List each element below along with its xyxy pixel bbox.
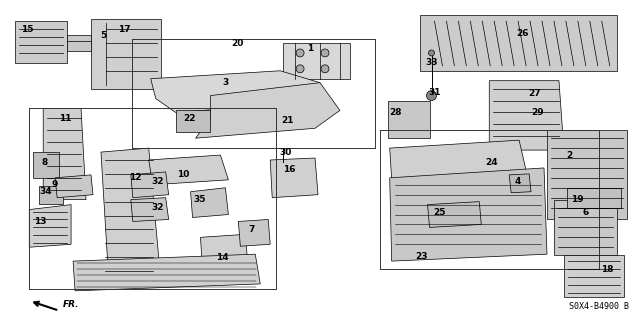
Text: 26: 26 — [516, 28, 528, 38]
Text: 11: 11 — [59, 114, 71, 123]
Text: 30: 30 — [279, 148, 292, 156]
Circle shape — [427, 91, 436, 100]
Polygon shape — [43, 108, 86, 200]
Polygon shape — [283, 43, 350, 79]
Text: 7: 7 — [248, 225, 255, 234]
Text: 2: 2 — [566, 150, 572, 160]
Circle shape — [321, 65, 329, 73]
Text: 27: 27 — [529, 89, 542, 98]
Circle shape — [296, 65, 304, 73]
Text: 24: 24 — [485, 158, 498, 167]
Polygon shape — [73, 254, 260, 291]
Text: 8: 8 — [41, 158, 47, 167]
Polygon shape — [509, 174, 531, 193]
Text: FR.: FR. — [63, 300, 80, 309]
Polygon shape — [489, 81, 564, 150]
Polygon shape — [131, 172, 168, 198]
Text: 29: 29 — [531, 108, 544, 117]
Polygon shape — [390, 140, 527, 180]
Polygon shape — [29, 204, 71, 247]
Text: 14: 14 — [216, 253, 229, 262]
Text: 10: 10 — [177, 170, 189, 180]
Polygon shape — [55, 175, 93, 198]
Polygon shape — [554, 200, 617, 255]
Circle shape — [429, 50, 434, 56]
Polygon shape — [101, 148, 161, 283]
Polygon shape — [191, 188, 228, 218]
Polygon shape — [271, 158, 318, 198]
Text: 21: 21 — [281, 116, 293, 125]
Text: S0X4-B4900 B: S0X4-B4900 B — [568, 302, 628, 311]
Polygon shape — [390, 168, 547, 261]
Polygon shape — [15, 21, 67, 63]
Text: 33: 33 — [426, 58, 438, 67]
Text: 32: 32 — [151, 203, 164, 212]
Circle shape — [279, 162, 287, 170]
Text: 35: 35 — [193, 195, 206, 204]
Text: 23: 23 — [415, 252, 428, 261]
Polygon shape — [427, 202, 481, 228]
Text: 12: 12 — [128, 173, 141, 182]
Polygon shape — [131, 198, 168, 221]
Circle shape — [296, 49, 304, 57]
Text: 17: 17 — [117, 25, 130, 34]
Polygon shape — [388, 100, 429, 138]
Text: 31: 31 — [428, 88, 441, 97]
Polygon shape — [420, 15, 617, 71]
Polygon shape — [200, 234, 248, 271]
Polygon shape — [195, 83, 340, 138]
Text: 16: 16 — [283, 165, 295, 174]
Polygon shape — [149, 155, 228, 185]
Text: 6: 6 — [582, 208, 589, 217]
Polygon shape — [91, 19, 161, 89]
Polygon shape — [567, 188, 621, 208]
Text: 28: 28 — [389, 108, 402, 117]
Text: 9: 9 — [52, 180, 58, 189]
Text: 15: 15 — [21, 25, 34, 34]
Polygon shape — [39, 186, 63, 204]
Text: 1: 1 — [307, 44, 313, 53]
Polygon shape — [151, 71, 320, 112]
Text: 3: 3 — [222, 78, 228, 87]
Text: 4: 4 — [515, 177, 521, 186]
Text: 32: 32 — [151, 177, 164, 186]
Text: 25: 25 — [433, 208, 446, 217]
Text: 19: 19 — [570, 195, 583, 204]
Text: 13: 13 — [34, 217, 47, 226]
Text: 5: 5 — [100, 31, 106, 40]
Polygon shape — [175, 110, 211, 132]
Circle shape — [321, 49, 329, 57]
Polygon shape — [33, 152, 59, 178]
Text: 22: 22 — [183, 114, 196, 123]
Polygon shape — [547, 130, 627, 220]
Text: 34: 34 — [39, 187, 52, 196]
Polygon shape — [67, 35, 91, 51]
Polygon shape — [564, 255, 624, 297]
Text: 20: 20 — [231, 38, 244, 48]
Polygon shape — [239, 220, 271, 246]
Text: 18: 18 — [602, 265, 614, 274]
